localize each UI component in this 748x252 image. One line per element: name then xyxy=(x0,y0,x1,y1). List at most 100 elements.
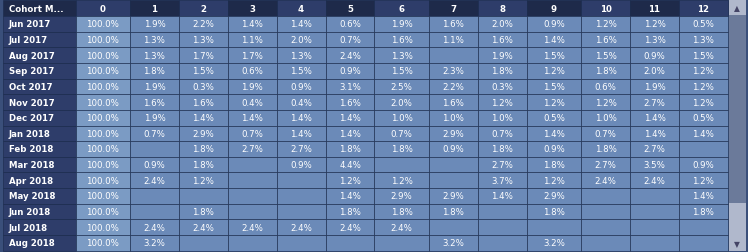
Bar xyxy=(3,1,76,17)
Bar xyxy=(630,1,679,17)
Bar xyxy=(179,64,228,79)
Text: 2.9%: 2.9% xyxy=(543,192,565,201)
Bar xyxy=(527,126,581,142)
Text: 1.1%: 1.1% xyxy=(242,36,263,45)
Text: 2.9%: 2.9% xyxy=(443,129,465,138)
Text: 2.4%: 2.4% xyxy=(339,223,361,232)
Text: 3.2%: 3.2% xyxy=(543,238,565,247)
Bar xyxy=(325,79,375,95)
Bar xyxy=(325,17,375,33)
Bar xyxy=(325,173,375,188)
Bar xyxy=(130,33,179,48)
Bar xyxy=(375,219,429,235)
Bar xyxy=(179,1,228,17)
Bar xyxy=(630,142,679,157)
Text: 1.2%: 1.2% xyxy=(693,67,714,76)
Bar xyxy=(3,17,76,33)
Bar xyxy=(429,219,478,235)
Bar xyxy=(76,204,130,219)
Bar xyxy=(630,204,679,219)
Text: 3.2%: 3.2% xyxy=(144,238,165,247)
Text: 1.1%: 1.1% xyxy=(442,36,465,45)
Text: 0: 0 xyxy=(99,5,105,14)
Text: 1.4%: 1.4% xyxy=(491,192,513,201)
Bar xyxy=(478,204,527,219)
Bar xyxy=(179,95,228,110)
Text: 2.7%: 2.7% xyxy=(643,145,666,154)
Bar xyxy=(3,64,76,79)
Bar xyxy=(581,48,630,64)
Text: 2.9%: 2.9% xyxy=(192,129,214,138)
Text: 3.7%: 3.7% xyxy=(491,176,513,185)
Text: 1.6%: 1.6% xyxy=(339,98,361,107)
Text: 0.9%: 0.9% xyxy=(290,161,312,169)
Bar xyxy=(429,79,478,95)
Bar xyxy=(130,95,179,110)
Text: 100.0%: 100.0% xyxy=(86,192,119,201)
Text: 100.0%: 100.0% xyxy=(86,238,119,247)
Text: 0.5%: 0.5% xyxy=(543,114,565,123)
Text: 0.3%: 0.3% xyxy=(491,83,513,91)
Text: 1.9%: 1.9% xyxy=(144,20,165,29)
Bar xyxy=(228,79,277,95)
Bar xyxy=(277,1,325,17)
Text: 2.7%: 2.7% xyxy=(290,145,312,154)
Text: ▲: ▲ xyxy=(735,4,740,13)
Bar xyxy=(729,16,746,203)
Bar xyxy=(478,142,527,157)
Bar xyxy=(179,33,228,48)
Text: 2.7%: 2.7% xyxy=(643,98,666,107)
Text: 1.4%: 1.4% xyxy=(643,114,666,123)
Text: 0.7%: 0.7% xyxy=(390,129,413,138)
Text: 1.2%: 1.2% xyxy=(693,176,714,185)
Bar xyxy=(3,79,76,95)
Bar xyxy=(581,95,630,110)
Bar xyxy=(76,219,130,235)
Text: Jul 2018: Jul 2018 xyxy=(9,223,48,232)
Text: 1.5%: 1.5% xyxy=(290,67,312,76)
Text: 0.7%: 0.7% xyxy=(595,129,616,138)
Text: 1.7%: 1.7% xyxy=(192,51,214,60)
Text: 1.0%: 1.0% xyxy=(390,114,413,123)
Text: 100.0%: 100.0% xyxy=(86,223,119,232)
Text: 2.4%: 2.4% xyxy=(643,176,666,185)
Text: 1.4%: 1.4% xyxy=(242,114,263,123)
Bar xyxy=(130,79,179,95)
Bar xyxy=(228,17,277,33)
Text: 1.8%: 1.8% xyxy=(442,207,465,216)
Bar xyxy=(325,110,375,126)
Bar xyxy=(429,110,478,126)
Text: 2: 2 xyxy=(200,5,206,14)
Text: 2.4%: 2.4% xyxy=(144,223,165,232)
Text: 6: 6 xyxy=(399,5,405,14)
Text: 100.0%: 100.0% xyxy=(86,20,119,29)
Bar xyxy=(277,157,325,173)
Text: 1.4%: 1.4% xyxy=(339,192,361,201)
Bar xyxy=(375,126,429,142)
Bar xyxy=(179,126,228,142)
Bar xyxy=(179,173,228,188)
Bar xyxy=(130,219,179,235)
Bar xyxy=(679,173,728,188)
Text: 100.0%: 100.0% xyxy=(86,207,119,216)
Bar xyxy=(581,142,630,157)
Bar xyxy=(630,79,679,95)
Bar xyxy=(375,64,429,79)
Text: Jun 2017: Jun 2017 xyxy=(9,20,51,29)
Bar xyxy=(3,157,76,173)
Text: 1.2%: 1.2% xyxy=(693,83,714,91)
Bar xyxy=(130,126,179,142)
Text: Oct 2017: Oct 2017 xyxy=(9,83,52,91)
Text: 2.4%: 2.4% xyxy=(339,51,361,60)
Bar xyxy=(527,142,581,157)
Text: 0.9%: 0.9% xyxy=(643,51,665,60)
Bar xyxy=(478,17,527,33)
Bar xyxy=(527,33,581,48)
Bar xyxy=(179,235,228,251)
Bar xyxy=(429,95,478,110)
Text: 1.6%: 1.6% xyxy=(442,98,465,107)
Bar xyxy=(179,188,228,204)
Bar xyxy=(679,126,728,142)
Bar xyxy=(3,48,76,64)
Text: 1.3%: 1.3% xyxy=(144,36,165,45)
